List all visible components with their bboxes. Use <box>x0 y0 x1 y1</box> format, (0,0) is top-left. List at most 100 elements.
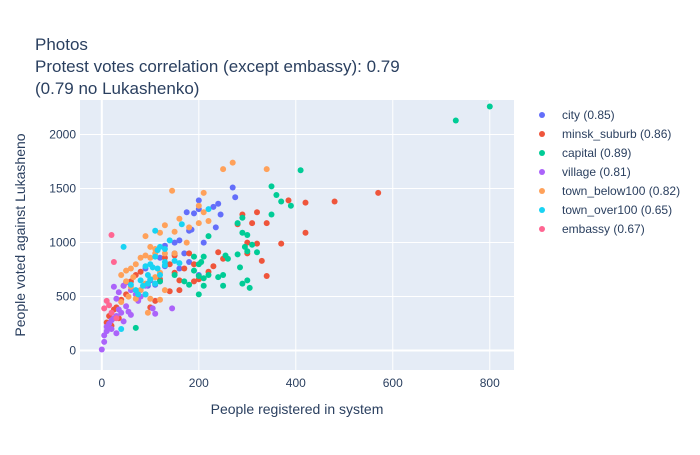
data-point <box>181 265 188 272</box>
data-point <box>142 291 149 298</box>
data-point <box>268 211 275 218</box>
legend-item[interactable]: embassy (0.67) <box>539 222 645 236</box>
legend-label: town_below100 (0.82) <box>562 184 680 198</box>
data-point <box>244 232 251 238</box>
data-point <box>166 288 173 295</box>
data-point <box>149 305 156 312</box>
data-point <box>254 240 260 247</box>
legend-marker <box>539 226 545 232</box>
data-point <box>169 305 176 312</box>
data-point <box>232 194 239 201</box>
data-point <box>254 249 260 256</box>
legend-item[interactable]: capital (0.89) <box>539 146 631 160</box>
series-6 <box>101 232 120 322</box>
data-point <box>249 241 256 248</box>
data-point <box>229 184 236 191</box>
grid-lines <box>80 100 514 370</box>
legend-item[interactable]: city (0.85) <box>539 108 615 122</box>
data-point <box>191 261 197 268</box>
data-point <box>142 252 149 259</box>
legend-item[interactable]: town_below100 (0.82) <box>539 184 680 198</box>
y-tick-label: 500 <box>56 290 76 304</box>
data-point <box>166 261 173 268</box>
legend-item[interactable]: town_over100 (0.65) <box>539 203 672 217</box>
data-point <box>130 274 137 281</box>
data-point <box>224 255 231 262</box>
data-point <box>176 237 183 244</box>
y-tick-label: 1000 <box>49 236 76 250</box>
data-point <box>161 222 168 229</box>
legend-item[interactable]: village (0.81) <box>539 165 631 179</box>
data-point <box>144 280 151 287</box>
data-point <box>287 202 294 209</box>
data-point <box>302 229 309 236</box>
data-point <box>181 250 188 257</box>
data-point <box>452 117 459 124</box>
data-point <box>123 303 130 310</box>
data-point <box>152 274 159 281</box>
legend-item[interactable]: minsk_suburb (0.86) <box>539 127 671 141</box>
data-point <box>142 263 149 270</box>
data-point <box>108 326 115 332</box>
data-point <box>171 239 178 246</box>
data-point <box>205 206 212 213</box>
data-point <box>331 198 338 205</box>
data-point <box>137 268 144 275</box>
chart-title: Photos Protest votes correlation (except… <box>35 35 400 98</box>
data-point <box>147 243 154 250</box>
x-tick-label: 200 <box>189 376 209 390</box>
title-line-2: Protest votes correlation (except embass… <box>35 57 400 76</box>
data-point <box>246 284 253 291</box>
data-point <box>215 200 222 207</box>
legend-label: village (0.81) <box>562 165 631 179</box>
plot-area <box>80 100 514 370</box>
data-point <box>123 267 130 274</box>
data-point <box>118 272 125 278</box>
data-point <box>200 189 207 196</box>
data-point <box>220 166 227 173</box>
data-point <box>120 243 127 250</box>
title-line-1: Photos <box>35 35 88 54</box>
data-point <box>152 253 159 260</box>
data-point <box>152 227 159 234</box>
data-point <box>157 272 163 278</box>
data-point <box>200 282 207 289</box>
data-point <box>118 309 125 316</box>
x-tick-label: 400 <box>286 376 306 390</box>
data-point <box>191 210 197 217</box>
x-tick-label: 800 <box>480 376 500 390</box>
data-point <box>98 346 105 353</box>
data-point <box>273 192 280 198</box>
data-point <box>125 293 132 300</box>
data-point <box>176 215 183 222</box>
data-point <box>263 166 270 173</box>
data-point <box>186 259 193 265</box>
data-point <box>244 277 251 284</box>
data-point <box>186 224 193 231</box>
data-point <box>176 277 183 284</box>
data-point <box>171 272 178 278</box>
legend-marker <box>539 131 545 137</box>
data-point <box>191 278 197 285</box>
data-point <box>217 211 224 218</box>
series-5 <box>118 206 212 332</box>
data-point <box>101 338 108 345</box>
data-points <box>98 103 493 353</box>
data-point <box>152 297 159 304</box>
data-point <box>195 220 202 227</box>
legend: city (0.85) minsk_suburb (0.86) capital (0… <box>539 108 680 236</box>
data-point <box>118 326 125 332</box>
data-point <box>285 197 292 204</box>
data-point <box>144 309 151 316</box>
data-point <box>106 302 113 309</box>
data-point <box>154 265 161 272</box>
data-point <box>171 257 178 264</box>
legend-marker <box>539 207 545 213</box>
y-tick-label: 0 <box>69 344 76 358</box>
data-point <box>200 209 207 216</box>
data-point <box>108 309 115 316</box>
data-point <box>169 187 176 194</box>
data-point <box>127 265 134 272</box>
data-point <box>161 250 168 257</box>
